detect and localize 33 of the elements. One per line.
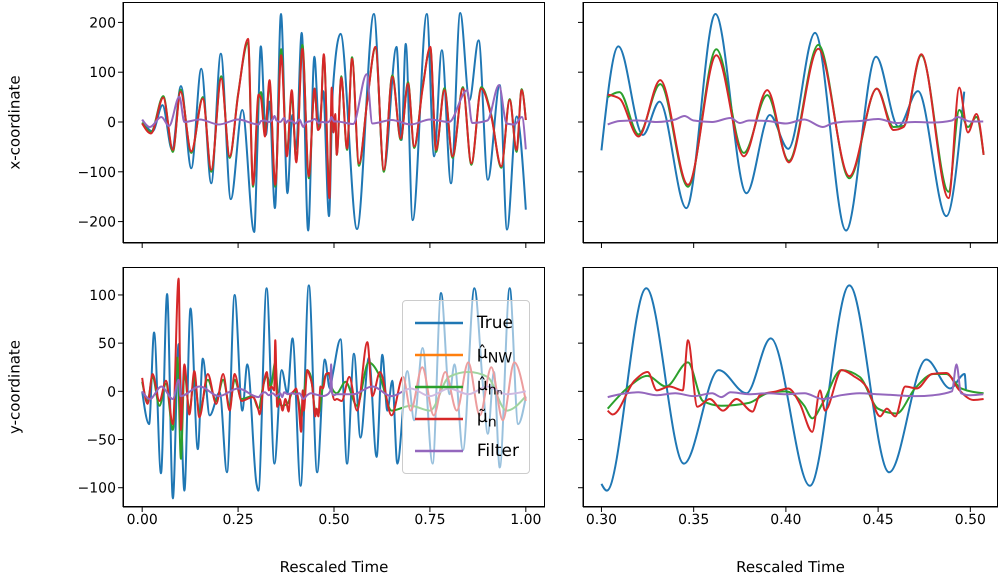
y-tick-label: 50 [98, 336, 116, 352]
y-tick-label: −100 [78, 480, 116, 497]
legend-label: μ̃$_{n}$ [476, 407, 497, 431]
y-tick-label: −50 [86, 432, 116, 448]
y-tick-label: 100 [89, 288, 116, 304]
legend-label: Filter [476, 441, 519, 461]
x-axis-title: Rescaled Time [736, 558, 845, 576]
y-axis-title: y-coordinate [5, 340, 24, 434]
x-tick-label: 0.00 [126, 512, 158, 528]
x-tick-label: 0.50 [318, 512, 350, 528]
x-tick-label: 0.35 [678, 512, 710, 528]
x-tick-label: 0.75 [414, 512, 446, 528]
y-tick-label: 100 [89, 65, 116, 82]
line-series [141, 278, 527, 433]
x-tick-label: 0.50 [954, 512, 986, 528]
x-tick-label: 0.25 [222, 512, 254, 528]
x-tick-label: 1.00 [510, 512, 542, 528]
line-series [141, 284, 527, 500]
legend-label: μ̂$_{hₙ}$ [476, 375, 502, 399]
x-tick-label: 0.45 [862, 512, 894, 528]
y-tick-label: −100 [78, 164, 116, 181]
y-tick-label: −200 [78, 214, 116, 231]
y-axis-title: x-coordinate [5, 75, 24, 170]
y-tick-label: 0 [107, 114, 116, 131]
y-tick-label: 0 [107, 384, 116, 400]
legend-label: True [476, 313, 513, 333]
y-tick-label: 200 [89, 15, 116, 32]
x-tick-label: 0.40 [770, 512, 802, 528]
legend-label: μ̂$_{NW}$ [476, 343, 512, 367]
x-tick-label: 0.30 [586, 512, 618, 528]
line-series [141, 73, 527, 150]
line-series [141, 363, 527, 400]
x-axis-title: Rescaled Time [280, 558, 388, 576]
